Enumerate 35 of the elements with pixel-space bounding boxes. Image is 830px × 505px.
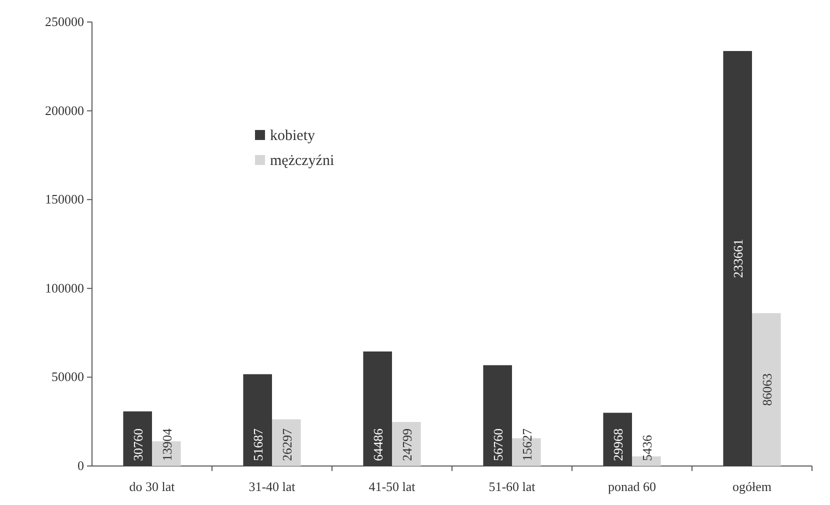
x-tick-label: 51-60 lat <box>488 479 536 494</box>
data-label: 86063 <box>759 373 774 406</box>
data-label: 5436 <box>639 434 654 461</box>
bar <box>483 365 512 466</box>
bar <box>723 51 752 466</box>
data-label: 24799 <box>399 428 414 461</box>
data-label: 56760 <box>490 428 506 461</box>
data-label: 29968 <box>610 428 626 461</box>
data-label: 64486 <box>370 428 386 461</box>
data-label: 233661 <box>730 239 746 278</box>
y-tick-label: 150000 <box>45 192 84 207</box>
y-tick-label: 200000 <box>45 102 84 118</box>
x-tick-label: 31-40 lat <box>248 479 296 494</box>
bar <box>752 313 781 466</box>
x-tick-label: ogółem <box>732 479 772 494</box>
y-tick-label: 100000 <box>45 280 84 296</box>
bar <box>123 411 152 466</box>
bar <box>603 412 632 466</box>
data-label: 51687 <box>250 428 266 461</box>
data-label: 13904 <box>159 428 174 461</box>
bar <box>392 422 421 466</box>
legend-label: kobiety <box>270 128 316 144</box>
bar <box>272 419 301 466</box>
y-tick-label: 50000 <box>52 369 84 384</box>
x-tick-label: 41-50 lat <box>368 479 416 494</box>
bar <box>243 374 272 466</box>
data-label: 15627 <box>519 428 534 461</box>
data-label: 30760 <box>130 428 146 461</box>
data-label: 26297 <box>279 428 294 461</box>
y-tick-label: 250000 <box>45 14 84 29</box>
legend-label: mężczyźni <box>270 153 334 169</box>
y-tick-label: 0 <box>78 458 84 473</box>
bar <box>363 351 392 466</box>
x-tick-label: do 30 lat <box>129 479 176 494</box>
x-tick-label: ponad 60 <box>608 479 656 494</box>
